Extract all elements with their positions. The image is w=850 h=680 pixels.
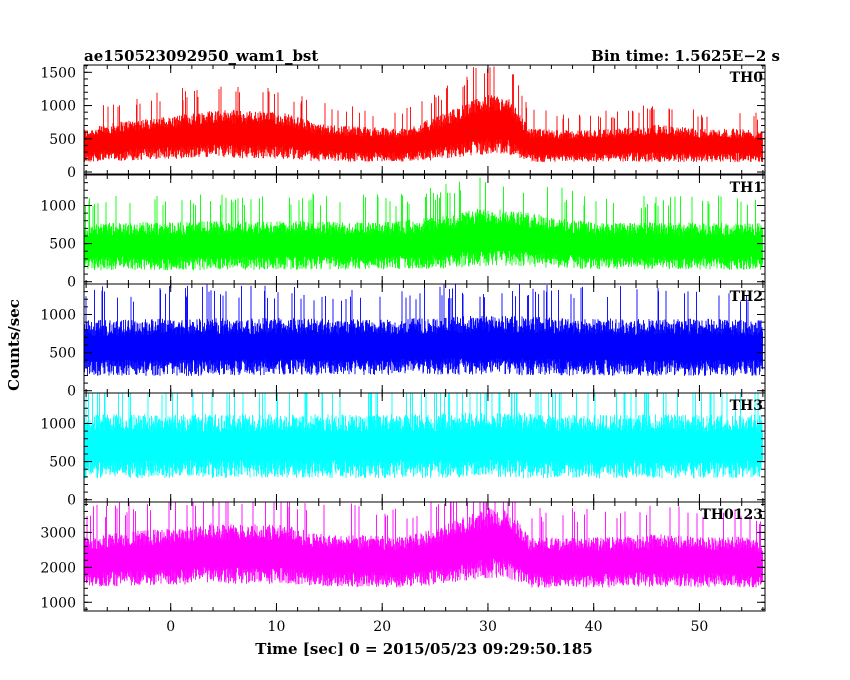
y-tick-label: 1000: [40, 99, 76, 115]
y-tick-label: 0: [67, 165, 76, 181]
y-tick-label: 500: [49, 132, 76, 148]
panel-th2: 0 500 1000 TH2: [40, 283, 766, 400]
y-tick-label: 1000: [40, 595, 76, 611]
series-th0123-trace: [83, 502, 763, 588]
x-tick-label: 0: [166, 619, 175, 635]
y-tick-label: 1000: [40, 307, 76, 323]
series-th3-trace: [83, 393, 763, 479]
y-tick-label: 500: [49, 237, 76, 253]
y-tick-label: 3000: [40, 525, 76, 541]
panel-th0123: 1000 2000 3000 TH0123: [40, 501, 766, 612]
bin-time-label: Bin time: 1.5625E−2 s: [591, 47, 780, 65]
x-tick-label: 40: [585, 619, 603, 635]
series-th1-trace: [83, 177, 763, 271]
y-tick-label: 0: [67, 493, 76, 509]
x-axis-label: Time [sec] 0 = 2015/05/23 09:29:50.185: [255, 640, 592, 658]
y-tick-label: 0: [67, 275, 76, 291]
panel-name-label: TH2: [730, 289, 763, 305]
panel-name-label: TH0: [730, 70, 764, 86]
panel-name-label: TH0123: [700, 507, 763, 523]
x-tick-label: 50: [691, 619, 709, 635]
y-tick-label: 0: [67, 384, 76, 400]
x-tick-label: 30: [479, 619, 497, 635]
x-tick-label: 10: [268, 619, 286, 635]
panel-th1: 0 500 1000 TH1: [40, 174, 766, 291]
panel-th0: 0 500 1000 1500 TH0: [40, 64, 766, 181]
chart-title: ae150523092950_wam1_bst: [84, 47, 318, 65]
y-tick-label: 1000: [40, 416, 76, 432]
y-tick-label: 1500: [40, 65, 76, 81]
panel-name-label: TH3: [730, 398, 763, 414]
panel-th3: 0 500 1000 TH3: [40, 392, 766, 509]
x-tick-label: 20: [373, 619, 391, 635]
series-th0-trace: [83, 66, 763, 163]
y-tick-label: 2000: [40, 560, 76, 576]
panel-name-label: TH1: [730, 180, 763, 196]
y-tick-label: 1000: [40, 198, 76, 214]
y-axis-label: Counts/sec: [5, 299, 23, 391]
series-th2-trace: [83, 284, 763, 376]
y-tick-label: 500: [49, 346, 76, 362]
y-tick-label: 500: [49, 455, 76, 471]
